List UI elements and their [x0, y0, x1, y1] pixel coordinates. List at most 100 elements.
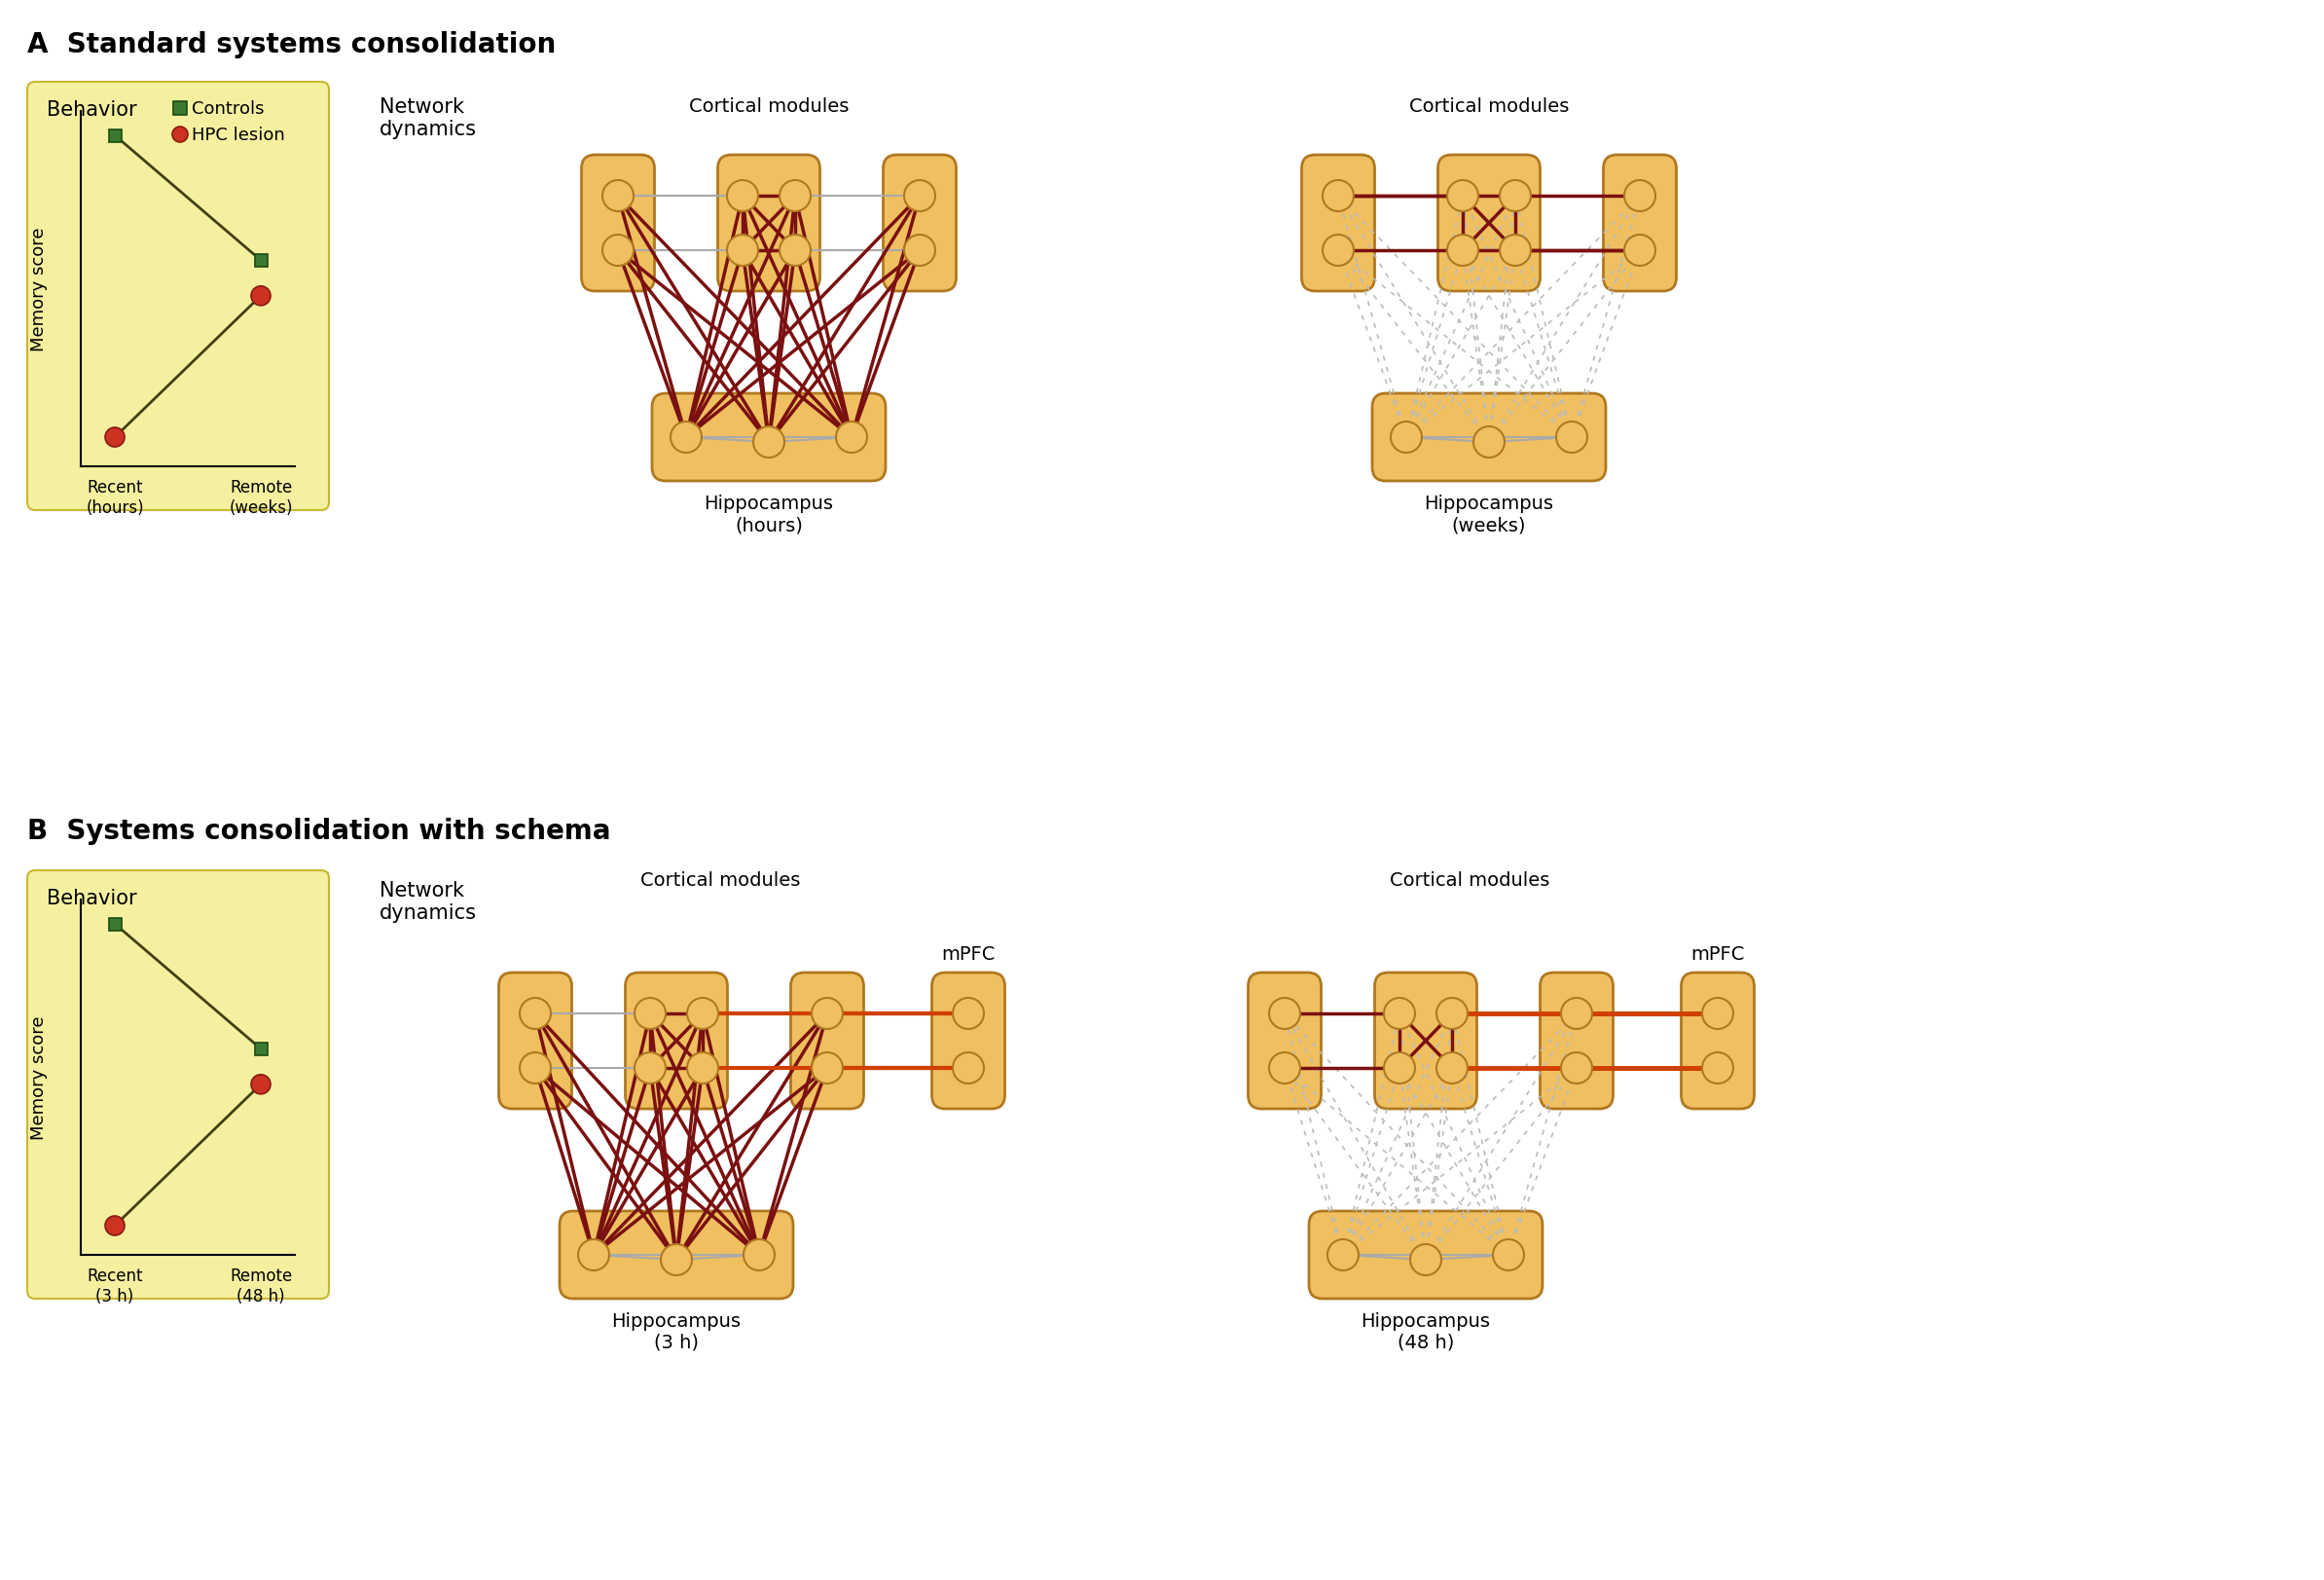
FancyBboxPatch shape	[625, 973, 727, 1109]
Text: Hippocampus
(3 h): Hippocampus (3 h)	[611, 1311, 741, 1351]
Text: Network
dynamics: Network dynamics	[379, 98, 476, 139]
Text: HPC lesion: HPC lesion	[191, 126, 286, 144]
FancyBboxPatch shape	[1604, 156, 1676, 292]
FancyBboxPatch shape	[28, 82, 330, 510]
Circle shape	[1411, 1245, 1441, 1275]
Text: Controls: Controls	[191, 100, 265, 118]
FancyBboxPatch shape	[28, 871, 330, 1299]
Circle shape	[602, 182, 634, 212]
Circle shape	[904, 182, 934, 212]
FancyBboxPatch shape	[1541, 973, 1613, 1109]
Circle shape	[1436, 999, 1466, 1029]
Text: Cortical modules: Cortical modules	[639, 871, 799, 890]
Circle shape	[727, 235, 758, 267]
FancyBboxPatch shape	[1439, 156, 1541, 292]
Circle shape	[811, 999, 844, 1029]
Circle shape	[688, 999, 718, 1029]
Circle shape	[1327, 1239, 1360, 1270]
Circle shape	[837, 422, 867, 453]
Bar	[174, 103, 186, 115]
Circle shape	[1492, 1239, 1525, 1270]
Circle shape	[172, 128, 188, 144]
Circle shape	[660, 1245, 693, 1275]
Bar	[256, 254, 267, 267]
Circle shape	[753, 427, 786, 458]
Circle shape	[904, 235, 934, 267]
FancyBboxPatch shape	[1373, 973, 1476, 1109]
Circle shape	[579, 1239, 609, 1270]
Circle shape	[105, 1217, 125, 1236]
Circle shape	[634, 999, 665, 1029]
Text: Hippocampus
(48 h): Hippocampus (48 h)	[1362, 1311, 1490, 1351]
Circle shape	[1383, 999, 1415, 1029]
Circle shape	[521, 999, 551, 1029]
FancyBboxPatch shape	[1248, 973, 1320, 1109]
Bar	[109, 918, 121, 931]
FancyBboxPatch shape	[883, 156, 955, 292]
Circle shape	[1473, 427, 1504, 458]
Circle shape	[1562, 1052, 1592, 1084]
Text: Cortical modules: Cortical modules	[688, 98, 848, 115]
Text: A  Standard systems consolidation: A Standard systems consolidation	[28, 32, 555, 58]
Circle shape	[1701, 999, 1734, 1029]
Bar	[256, 1043, 267, 1055]
FancyBboxPatch shape	[653, 393, 885, 482]
Text: Network
dynamics: Network dynamics	[379, 880, 476, 923]
Circle shape	[1322, 235, 1353, 267]
FancyBboxPatch shape	[1680, 973, 1755, 1109]
Circle shape	[779, 235, 811, 267]
Text: Memory score: Memory score	[30, 1016, 49, 1139]
Text: Remote
(48 h): Remote (48 h)	[230, 1267, 293, 1305]
Circle shape	[1390, 422, 1422, 453]
Text: Cortical modules: Cortical modules	[1390, 871, 1550, 890]
Text: Hippocampus
(hours): Hippocampus (hours)	[704, 495, 834, 534]
Circle shape	[672, 422, 702, 453]
Circle shape	[727, 182, 758, 212]
Circle shape	[1499, 182, 1532, 212]
FancyBboxPatch shape	[560, 1212, 792, 1299]
Circle shape	[1269, 1052, 1299, 1084]
Circle shape	[779, 182, 811, 212]
Circle shape	[1269, 999, 1299, 1029]
Text: Memory score: Memory score	[30, 228, 49, 351]
FancyBboxPatch shape	[932, 973, 1004, 1109]
FancyBboxPatch shape	[1301, 156, 1373, 292]
Text: Behavior: Behavior	[46, 100, 137, 120]
Circle shape	[744, 1239, 774, 1270]
Circle shape	[521, 1052, 551, 1084]
Circle shape	[1448, 182, 1478, 212]
Circle shape	[1624, 182, 1655, 212]
Bar	[109, 130, 121, 142]
Circle shape	[811, 1052, 844, 1084]
Circle shape	[1701, 1052, 1734, 1084]
Circle shape	[251, 288, 270, 307]
Text: Remote
(weeks): Remote (weeks)	[230, 479, 293, 517]
Text: Hippocampus
(weeks): Hippocampus (weeks)	[1425, 495, 1555, 534]
FancyBboxPatch shape	[581, 156, 655, 292]
Text: B  Systems consolidation with schema: B Systems consolidation with schema	[28, 817, 611, 844]
Circle shape	[1499, 235, 1532, 267]
Circle shape	[1562, 999, 1592, 1029]
Text: Behavior: Behavior	[46, 888, 137, 908]
FancyBboxPatch shape	[1308, 1212, 1543, 1299]
Circle shape	[953, 999, 983, 1029]
Circle shape	[105, 428, 125, 447]
Circle shape	[634, 1052, 665, 1084]
Circle shape	[1322, 182, 1353, 212]
Text: mPFC: mPFC	[1692, 945, 1745, 964]
Circle shape	[1383, 1052, 1415, 1084]
Circle shape	[251, 1074, 270, 1095]
Circle shape	[953, 1052, 983, 1084]
Circle shape	[1448, 235, 1478, 267]
Circle shape	[1624, 235, 1655, 267]
Circle shape	[688, 1052, 718, 1084]
FancyBboxPatch shape	[790, 973, 865, 1109]
Text: Recent
(3 h): Recent (3 h)	[86, 1267, 142, 1305]
FancyBboxPatch shape	[1371, 393, 1606, 482]
FancyBboxPatch shape	[718, 156, 820, 292]
Text: Recent
(hours): Recent (hours)	[86, 479, 144, 517]
Circle shape	[1436, 1052, 1466, 1084]
FancyBboxPatch shape	[500, 973, 572, 1109]
Text: Cortical modules: Cortical modules	[1408, 98, 1569, 115]
Circle shape	[602, 235, 634, 267]
